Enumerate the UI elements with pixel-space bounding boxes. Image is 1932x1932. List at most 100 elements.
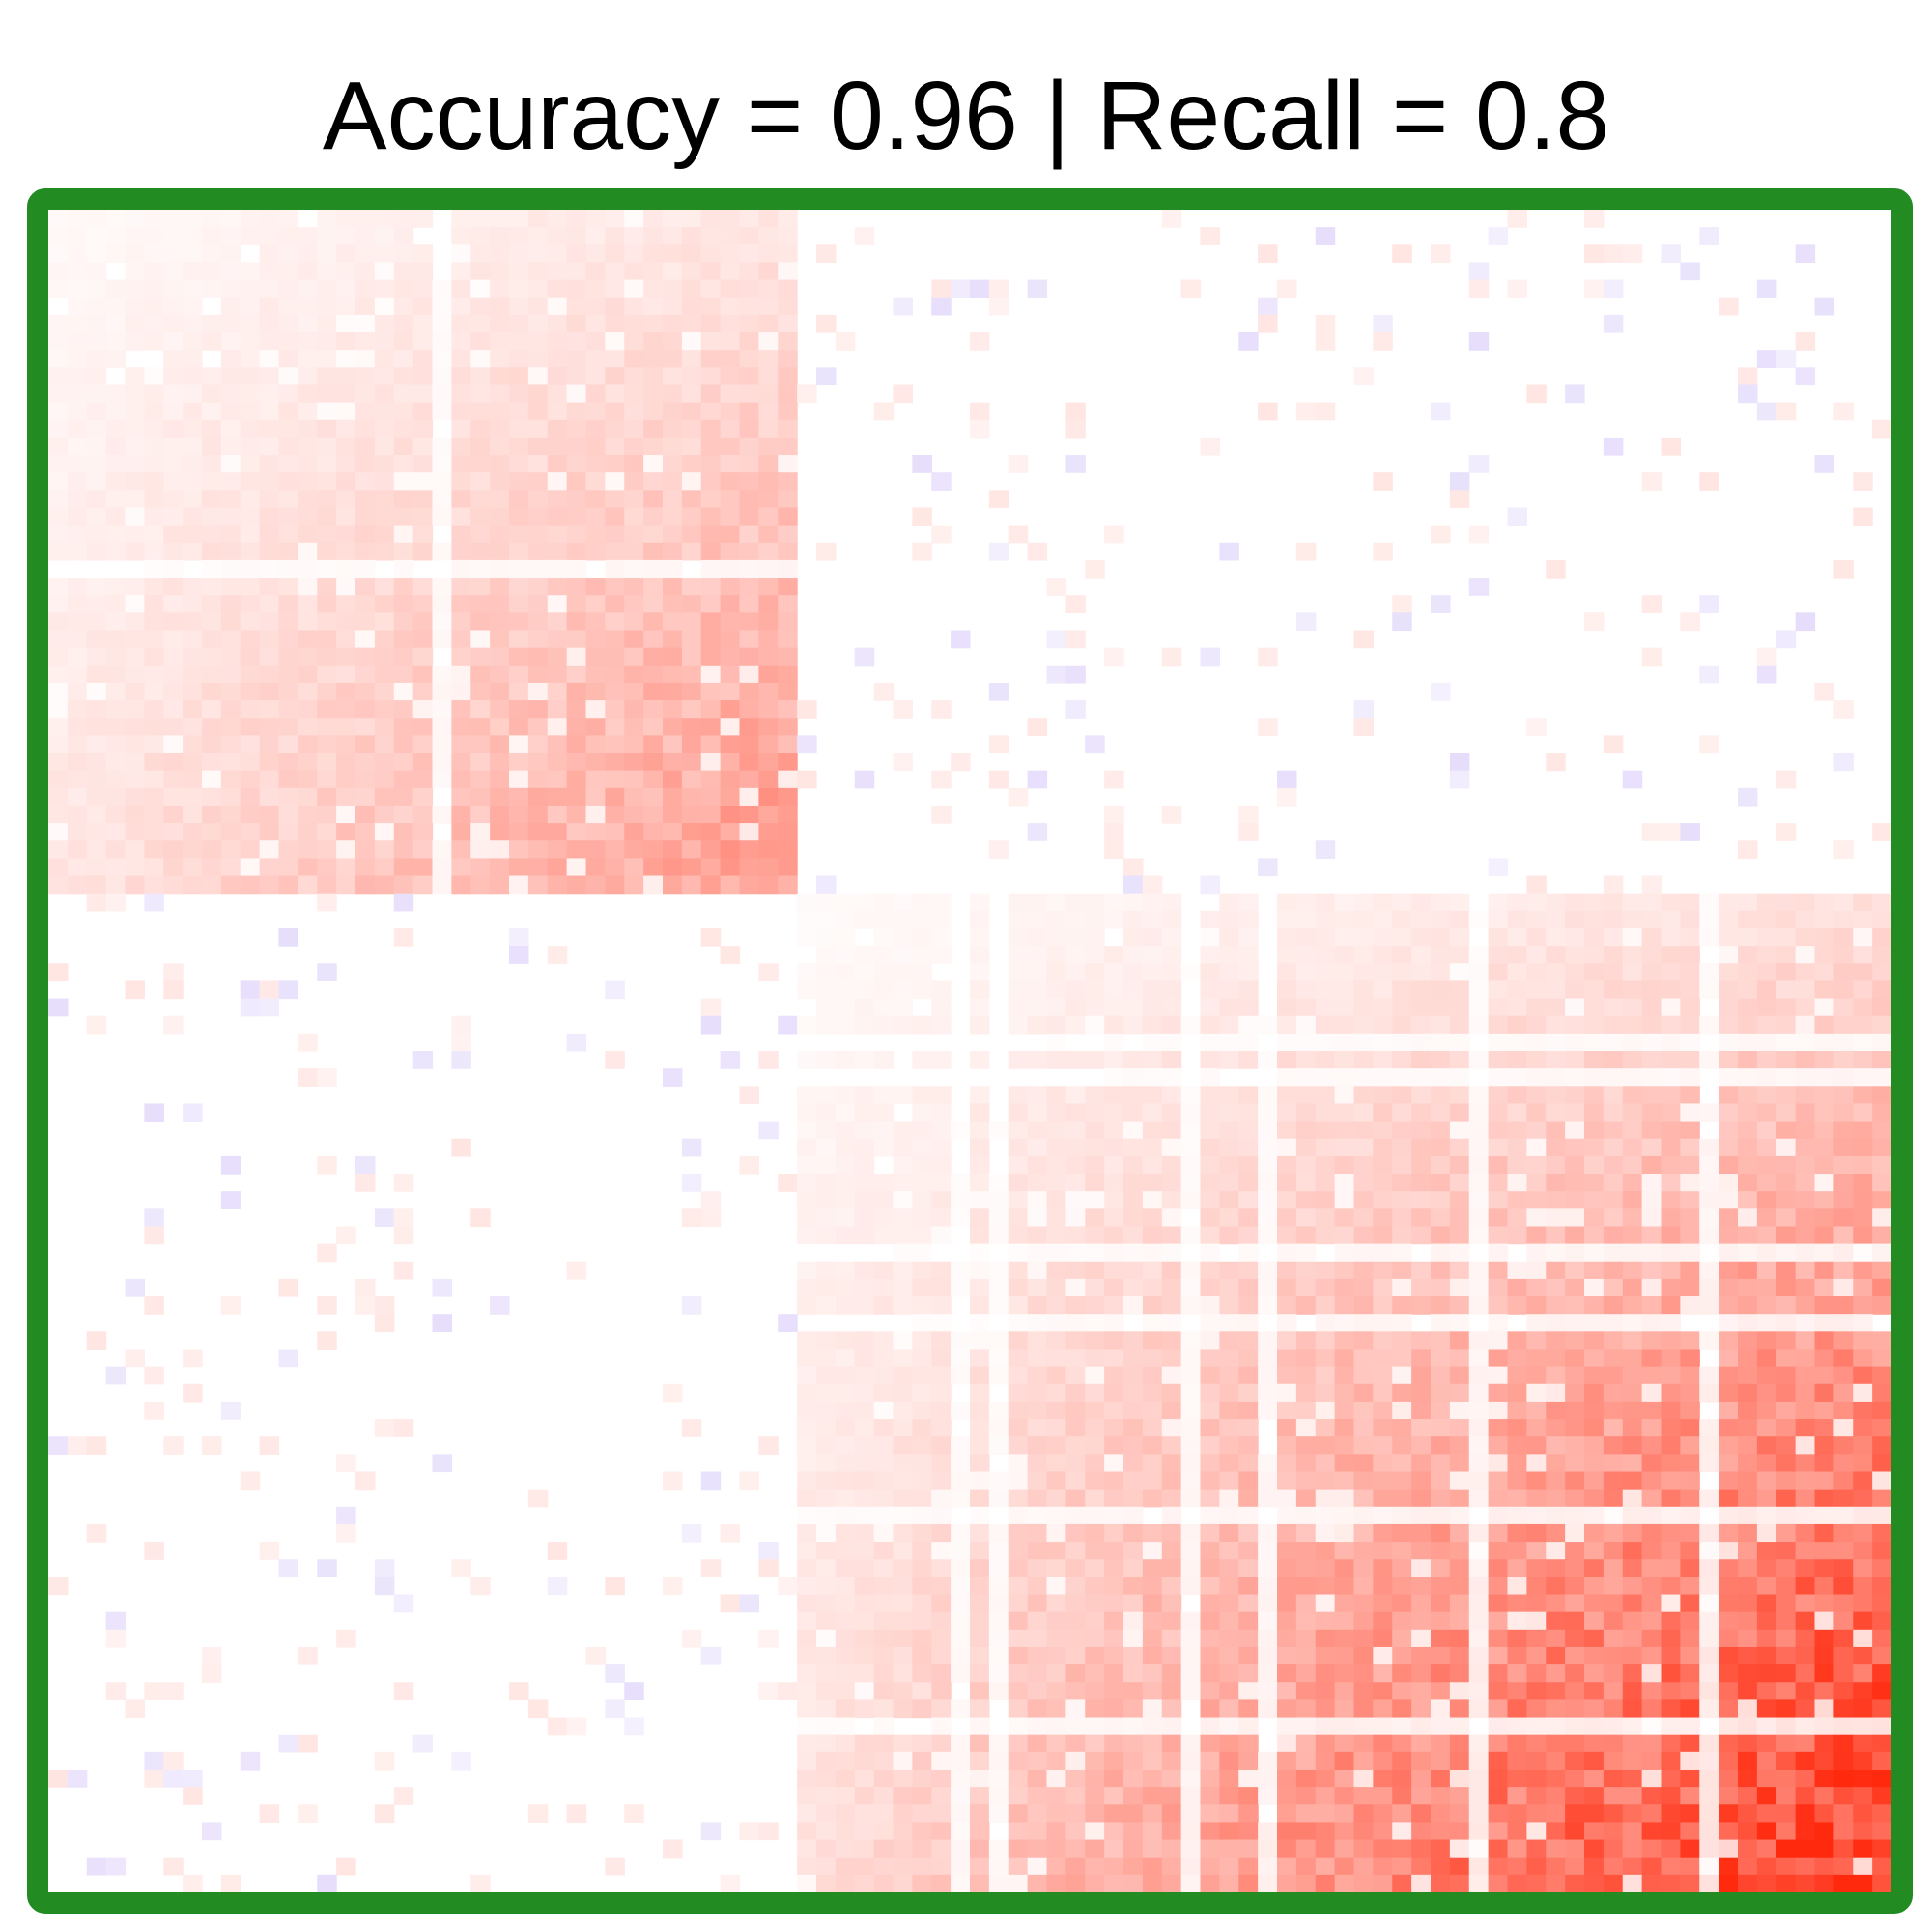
heatmap-cell (1200, 910, 1220, 929)
heatmap-cell (1295, 1577, 1317, 1596)
heatmap-cell (758, 332, 779, 351)
heatmap-cell (470, 875, 491, 895)
heatmap-cell (163, 647, 184, 667)
heatmap-cell (125, 210, 145, 228)
heatmap-cell (1123, 1208, 1144, 1228)
heatmap-cell (1180, 1839, 1202, 1859)
heatmap-cell (1161, 1646, 1182, 1665)
heatmap-cell (1449, 893, 1470, 912)
heatmap-cell (278, 735, 298, 754)
heatmap-cell (86, 525, 107, 544)
heatmap-cell (451, 402, 471, 421)
heatmap-cell (912, 1471, 932, 1491)
heatmap-cell (1200, 1208, 1220, 1228)
heatmap-cell (490, 753, 510, 772)
heatmap-cell (758, 437, 779, 456)
heatmap-cell (1315, 1787, 1336, 1805)
heatmap-cell (1161, 1401, 1182, 1420)
heatmap-cell (1123, 1401, 1144, 1420)
heatmap-cell (1392, 1787, 1412, 1805)
heatmap-cell (1449, 927, 1470, 947)
heatmap-cell (1123, 1594, 1144, 1613)
heatmap-cell (1431, 1155, 1451, 1175)
heatmap-cell (624, 682, 644, 701)
heatmap-cell (1008, 1523, 1029, 1543)
heatmap-cell (585, 700, 606, 719)
heatmap-cell (624, 875, 644, 895)
heatmap-cell (1008, 946, 1029, 964)
heatmap-cell (739, 437, 759, 456)
heatmap-cell (1526, 1226, 1547, 1245)
heatmap-cell (1008, 1734, 1029, 1753)
heatmap-cell (1295, 612, 1317, 632)
heatmap-cell (1833, 1577, 1854, 1596)
heatmap-cell (1776, 1857, 1797, 1876)
heatmap-cell (1277, 1751, 1297, 1771)
heatmap-cell (1392, 998, 1412, 1017)
heatmap-cell (1431, 1349, 1451, 1368)
heatmap-cell (931, 472, 952, 491)
heatmap-cell (1123, 910, 1144, 929)
heatmap-cell (393, 297, 414, 316)
heatmap-cell (1123, 1577, 1144, 1596)
heatmap-cell (1123, 1646, 1144, 1665)
heatmap-cell (1641, 1874, 1662, 1893)
heatmap-cell (1641, 1314, 1662, 1332)
heatmap-cell (144, 893, 164, 912)
heatmap-cell (970, 1542, 990, 1560)
heatmap-cell (1085, 1138, 1105, 1157)
heatmap-cell (912, 1454, 932, 1473)
heatmap-cell (797, 1682, 817, 1700)
heatmap-cell (1334, 1489, 1355, 1508)
heatmap-cell (970, 1506, 990, 1525)
heatmap-cell (1085, 1226, 1105, 1245)
heatmap-cell (1622, 1489, 1643, 1508)
heatmap-cell (1738, 1401, 1758, 1420)
heatmap-cell (1353, 1068, 1374, 1087)
heatmap-cell (912, 1138, 932, 1157)
heatmap-cell (374, 1751, 395, 1771)
heatmap-cell (1200, 1191, 1220, 1209)
heatmap-cell (1872, 1086, 1892, 1105)
heatmap-cell (1353, 1874, 1374, 1893)
heatmap-cell (1833, 1839, 1854, 1859)
heatmap-cell (509, 332, 529, 351)
heatmap-cell (432, 1278, 452, 1297)
heatmap-cell (1507, 1471, 1527, 1491)
heatmap-cell (1603, 1857, 1624, 1876)
heatmap-cell (412, 630, 434, 649)
heatmap-cell (1449, 963, 1470, 982)
heatmap-cell (1603, 244, 1624, 264)
heatmap-cell (643, 350, 664, 368)
heatmap-cell (1507, 1138, 1527, 1157)
heatmap-cell (393, 1226, 414, 1245)
heatmap-cell (1123, 980, 1144, 1000)
heatmap-cell (1603, 1822, 1624, 1841)
heatmap-cell (1488, 1542, 1509, 1560)
heatmap-cell (1776, 1611, 1797, 1631)
heatmap-cell (912, 963, 932, 982)
heatmap-cell (1814, 1051, 1834, 1069)
heatmap-cell (1661, 1068, 1681, 1087)
heatmap-cell (240, 595, 261, 613)
heatmap-cell (1488, 1226, 1509, 1245)
heatmap-cell (1411, 927, 1432, 947)
heatmap-cell (1392, 1349, 1412, 1368)
heatmap-cell (509, 718, 529, 736)
heatmap-cell (1795, 1155, 1816, 1175)
heatmap-cell (758, 490, 779, 509)
heatmap-cell (1468, 1874, 1490, 1893)
heatmap-cell (681, 455, 702, 473)
heatmap-cell (1872, 1664, 1892, 1683)
heatmap-cell (1872, 1769, 1892, 1788)
heatmap-cell (585, 244, 606, 264)
heatmap-cell (1353, 1839, 1374, 1859)
heatmap-cell (893, 1611, 913, 1631)
heatmap-cell (1334, 1366, 1355, 1385)
heatmap-cell (1738, 1787, 1758, 1805)
heatmap-cell (1699, 1419, 1719, 1437)
heatmap-cell (1161, 1629, 1182, 1648)
heatmap-cell (1219, 1191, 1239, 1209)
heatmap-cell (1756, 1506, 1777, 1525)
heatmap-cell (470, 700, 491, 719)
